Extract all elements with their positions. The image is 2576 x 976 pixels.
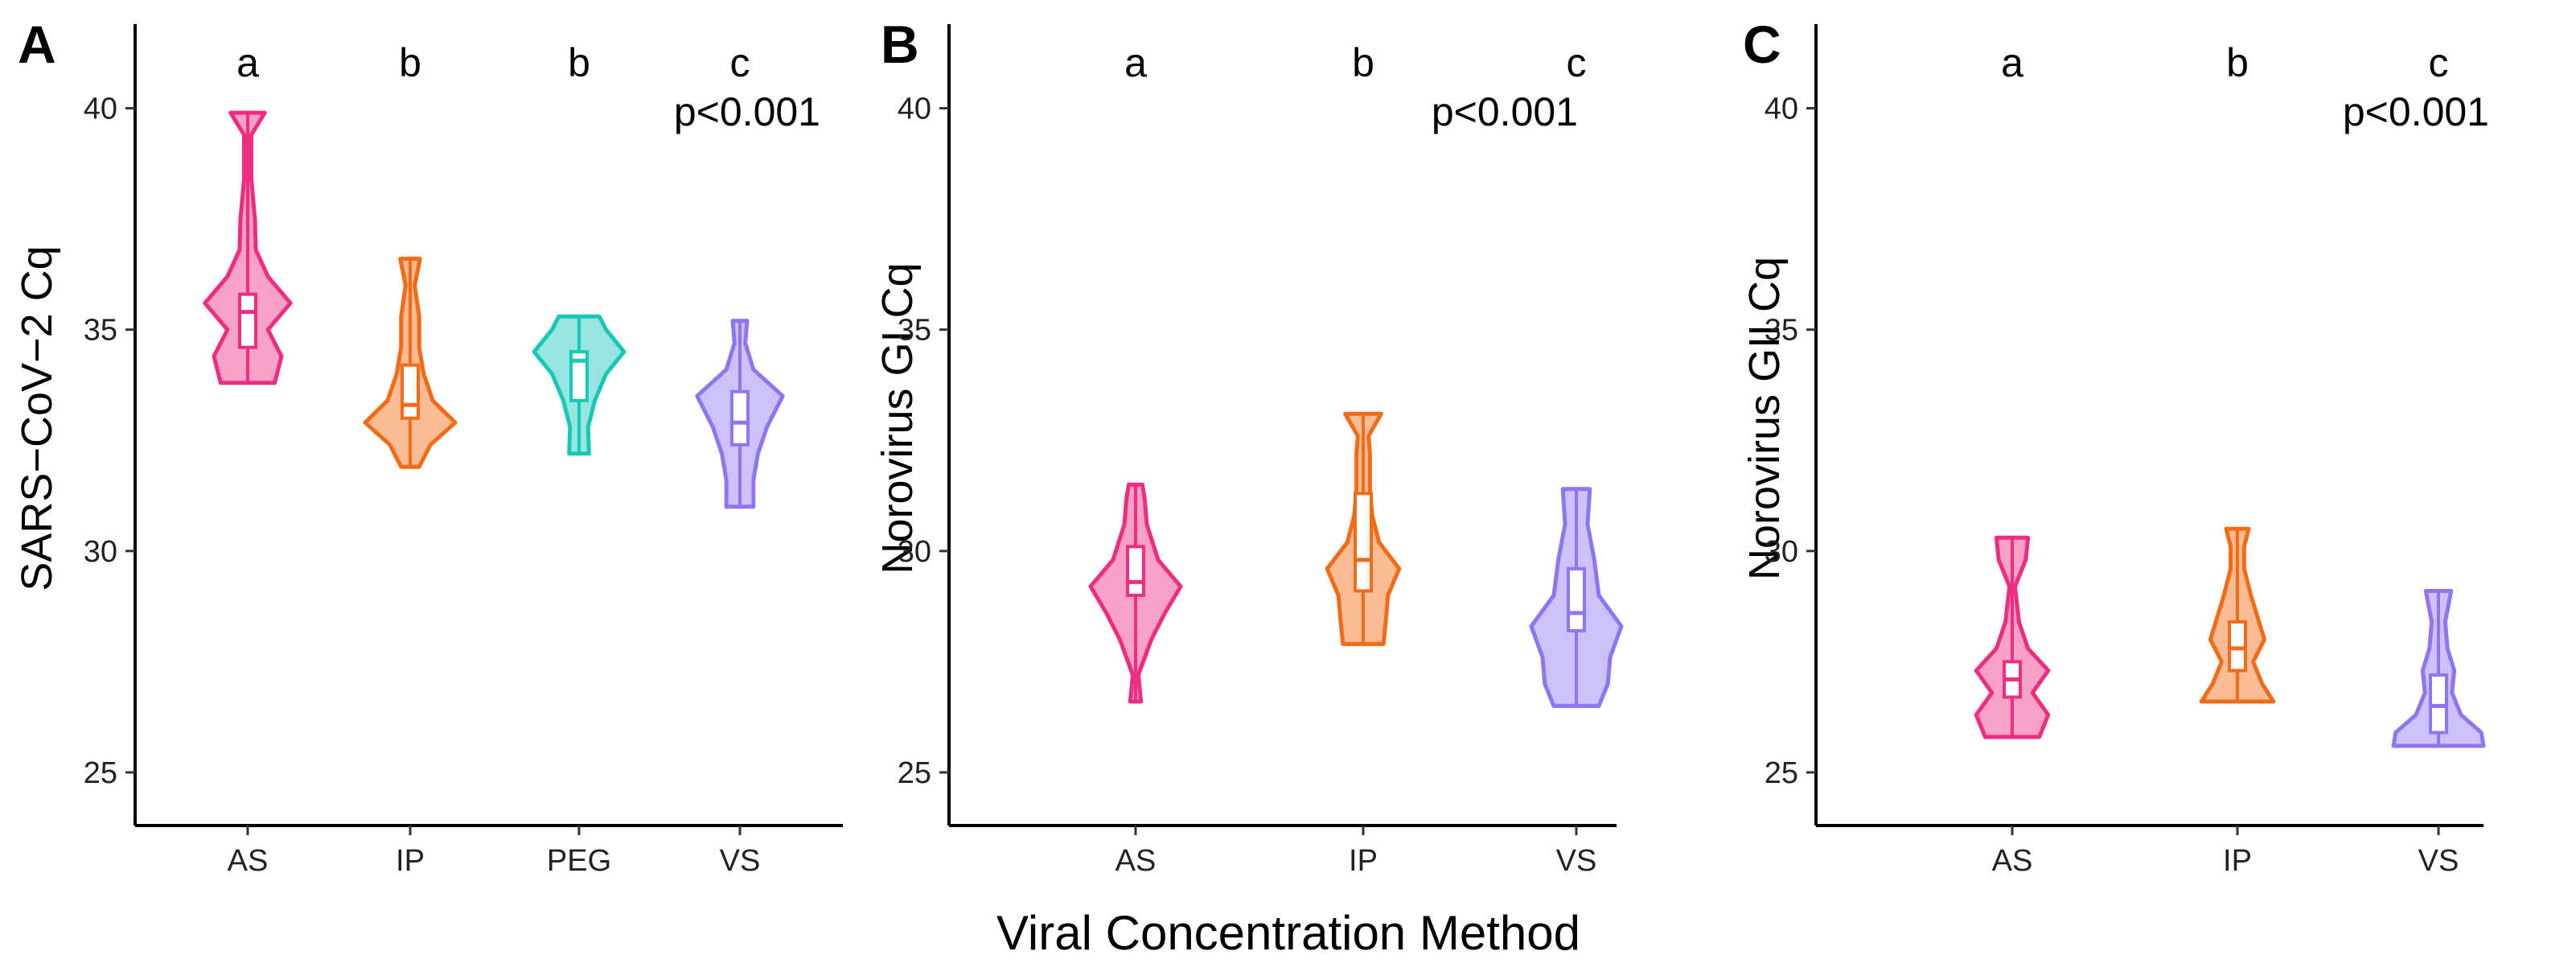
box-c-ip bbox=[2228, 620, 2247, 673]
plot-area-a bbox=[203, 110, 785, 509]
x-tick-label-b-ip: IP bbox=[1349, 844, 1378, 878]
panel-letter-b: B bbox=[881, 14, 919, 74]
p-value-b: p<0.001 bbox=[1432, 89, 1578, 134]
p-value-c: p<0.001 bbox=[2343, 89, 2489, 134]
x-tick-label-c-as: AS bbox=[1992, 844, 2033, 878]
x-tick-label-c-vs: VS bbox=[2418, 844, 2459, 878]
y-tick-label-c: 35 bbox=[1765, 314, 1798, 348]
panel-letter-a: A bbox=[18, 14, 56, 74]
plot-area-c bbox=[1974, 526, 2486, 748]
panel-letter-c: C bbox=[1743, 14, 1781, 74]
y-tick-label-b: 25 bbox=[898, 756, 931, 790]
significance-letter-c-ip: b bbox=[2226, 40, 2249, 85]
significance-letter-a-ip: b bbox=[399, 40, 421, 85]
significance-letter-c-as: a bbox=[2001, 40, 2023, 85]
axes-a: 25 30 35 40 AS a IP b PEG b VS c bbox=[84, 24, 843, 878]
y-tick-label-a: 40 bbox=[84, 93, 117, 126]
significance-letter-c-vs: c bbox=[2429, 40, 2449, 85]
y-tick-label-a: 25 bbox=[84, 756, 117, 790]
x-tick-label-b-as: AS bbox=[1115, 844, 1157, 878]
y-tick-label-b: 35 bbox=[898, 314, 931, 348]
significance-letter-b-ip: b bbox=[1352, 40, 1374, 85]
x-tick-label-c-ip: IP bbox=[2223, 844, 2252, 878]
box-c-vs bbox=[2429, 673, 2448, 735]
y-axis-title-c: Norovirus GII Cq bbox=[1740, 257, 1789, 580]
panel-c: C Norovirus GII Cq p<0.001 25 30 35 40 AS a IP… bbox=[1740, 14, 2489, 878]
significance-letter-a-peg: b bbox=[568, 40, 590, 85]
panel-a: A SARS−CoV−2 Cq p<0.001 25 30 35 40 AS a IP b PE… bbox=[13, 14, 843, 878]
x-tick-label-a-vs: VS bbox=[720, 844, 761, 878]
box-a-peg bbox=[569, 350, 589, 402]
x-tick-label-a-ip: IP bbox=[396, 844, 425, 878]
box-a-as bbox=[238, 292, 257, 349]
box-b-vs bbox=[1567, 566, 1586, 632]
y-tick-label-c: 40 bbox=[1765, 93, 1798, 126]
significance-letter-b-as: a bbox=[1124, 40, 1147, 85]
axes-b: 25 30 35 40 AS a IP b VS c bbox=[898, 24, 1617, 878]
significance-letter-a-as: a bbox=[236, 40, 259, 85]
y-axis-title-a: SARS−CoV−2 Cq bbox=[13, 245, 61, 591]
x-tick-label-a-as: AS bbox=[228, 844, 269, 878]
y-tick-label-a: 35 bbox=[84, 314, 117, 348]
box-b-as bbox=[1126, 545, 1145, 597]
y-axis-title-b: Norovirus GI Cq bbox=[873, 262, 922, 574]
panel-b: B Norovirus GI Cq p<0.001 25 30 35 40 AS a IP b… bbox=[873, 14, 1624, 878]
x-tick-label-a-peg: PEG bbox=[547, 844, 611, 878]
x-tick-label-b-vs: VS bbox=[1556, 844, 1597, 878]
y-tick-label-b: 40 bbox=[898, 93, 931, 126]
y-tick-label-b: 30 bbox=[898, 535, 931, 569]
y-tick-label-c: 30 bbox=[1765, 535, 1798, 569]
p-value-a: p<0.001 bbox=[674, 89, 820, 134]
box-a-ip bbox=[401, 363, 420, 420]
significance-letter-a-vs: c bbox=[730, 40, 750, 85]
y-tick-label-c: 25 bbox=[1765, 756, 1798, 790]
box-a-vs bbox=[730, 389, 750, 447]
significance-letter-b-vs: c bbox=[1567, 40, 1587, 85]
axes-c: 25 30 35 40 AS a IP b VS c bbox=[1765, 24, 2484, 878]
x-axis-title: Viral Concentration Method bbox=[996, 906, 1580, 960]
plot-area-b bbox=[1088, 411, 1624, 708]
y-tick-label-a: 30 bbox=[84, 535, 117, 569]
box-b-ip bbox=[1354, 492, 1373, 593]
